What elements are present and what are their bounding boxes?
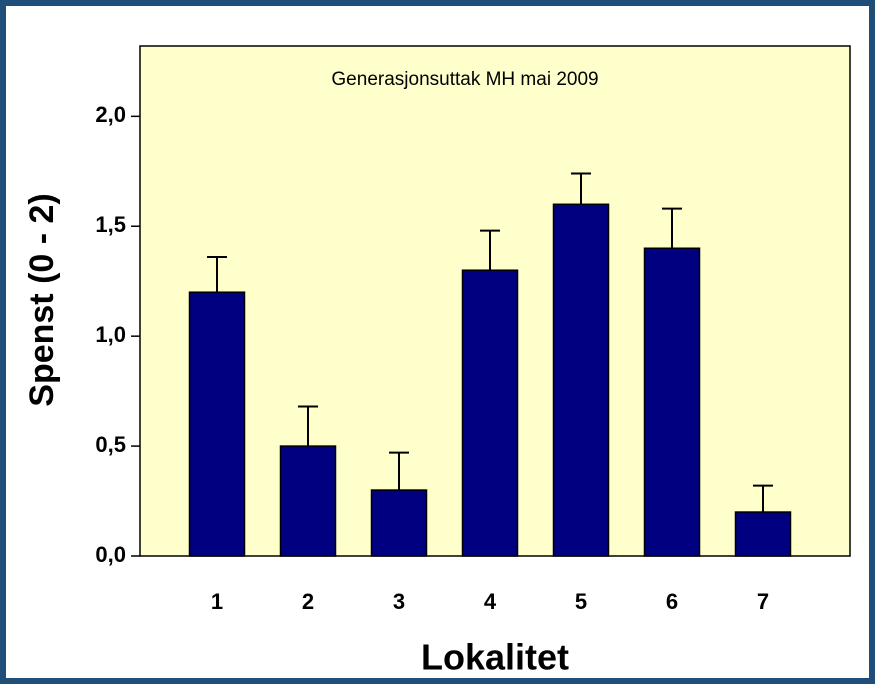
x-tick-label: 1 [211,589,223,614]
x-tick-label: 3 [393,589,405,614]
y-axis-label: Spenst (0 - 2) [23,193,61,406]
bar [552,203,610,557]
x-tick-label: 6 [666,589,678,614]
y-tick-label: 0,0 [95,542,126,567]
error-bar [207,256,227,293]
x-tick-label: 4 [484,589,497,614]
error-bar [662,207,682,249]
bar [734,511,792,557]
y-tick-label: 1,0 [95,322,126,347]
error-bar [753,484,773,513]
error-bar [480,229,500,271]
bar [643,247,701,557]
bar [370,489,428,557]
y-tick-label: 2,0 [95,102,126,127]
bar [279,445,337,557]
error-bar [298,405,318,447]
error-bar [571,172,591,205]
y-tick-label: 0,5 [95,432,126,457]
x-tick-label: 2 [302,589,314,614]
bar [188,291,246,557]
error-bar [389,451,409,491]
y-tick-label: 1,5 [95,212,126,237]
x-tick-label: 7 [757,589,769,614]
x-tick-label: 5 [575,589,587,614]
chart-title: Generasjonsuttak MH mai 2009 [331,69,598,90]
bar [461,269,519,557]
x-axis-label: Lokalitet [421,637,569,678]
